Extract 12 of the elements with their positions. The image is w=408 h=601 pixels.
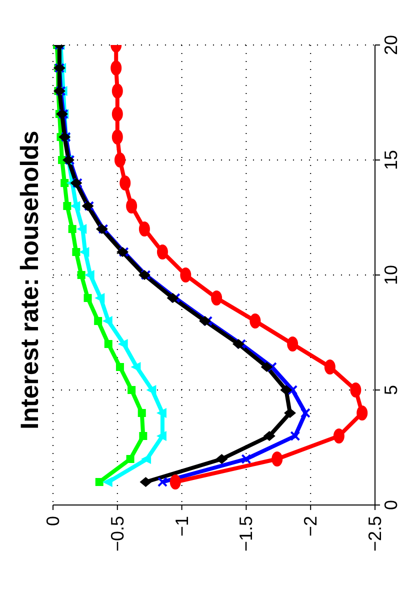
text: Interest rate: households bbox=[16, 130, 44, 430]
x-tick-label: −2 bbox=[300, 516, 321, 537]
y-tick-label: 15 bbox=[380, 150, 401, 170]
y-tick-label: 0 bbox=[380, 500, 401, 510]
x-tick-label: −1.5 bbox=[236, 516, 256, 552]
y-tick-label: 20 bbox=[380, 34, 401, 56]
x-tick-label: 0 bbox=[43, 516, 63, 526]
x-tick-label: −1 bbox=[172, 516, 192, 537]
x-tick-label: −0.5 bbox=[107, 516, 128, 552]
y-tick-label: 10 bbox=[380, 264, 401, 286]
x-tick-label: −2.5 bbox=[365, 516, 385, 552]
y-tick-label: 5 bbox=[380, 384, 401, 396]
